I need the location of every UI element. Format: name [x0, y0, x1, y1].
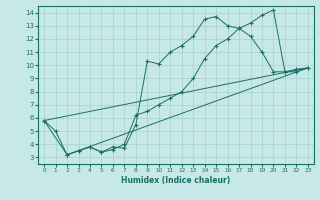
X-axis label: Humidex (Indice chaleur): Humidex (Indice chaleur): [121, 176, 231, 185]
